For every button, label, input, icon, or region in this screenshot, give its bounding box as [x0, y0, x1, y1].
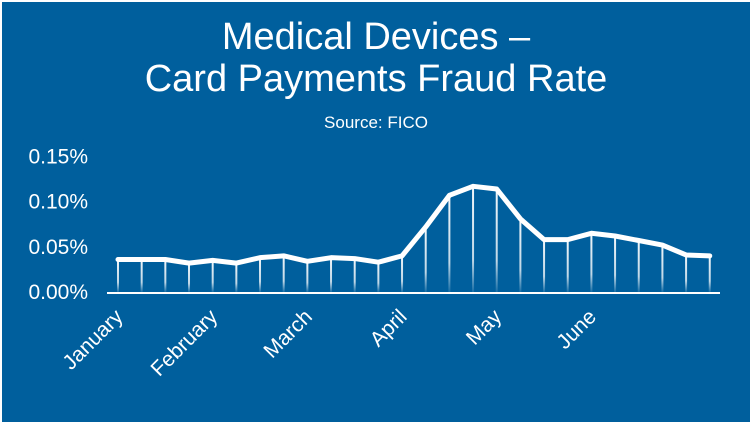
- x-tick-label: February: [147, 305, 223, 381]
- drop-line: [614, 235, 617, 292]
- chart-title-line-1: Medical Devices –: [221, 16, 531, 58]
- x-tick-label: June: [552, 305, 600, 353]
- drop-line: [140, 259, 143, 292]
- drop-line: [519, 218, 522, 292]
- chart-title-line-2: Card Payments Fraud Rate: [144, 58, 608, 100]
- drop-line: [259, 257, 262, 292]
- x-tick-label: January: [58, 305, 127, 374]
- x-tick-label: May: [462, 305, 507, 350]
- drop-line: [661, 245, 664, 292]
- drop-line: [211, 260, 214, 292]
- drop-line: [495, 189, 498, 292]
- drop-line: [164, 259, 167, 292]
- drop-line: [685, 254, 688, 292]
- drop-line: [543, 239, 546, 292]
- drop-line: [566, 239, 569, 292]
- drop-line: [188, 263, 191, 292]
- drop-line: [306, 261, 309, 292]
- drop-line: [448, 195, 451, 292]
- x-tick-label: April: [366, 305, 412, 351]
- y-tick-label: 0.00%: [28, 281, 88, 304]
- drop-line: [282, 255, 285, 292]
- y-tick-label: 0.15%: [28, 146, 88, 169]
- drop-line: [117, 259, 119, 292]
- drop-line: [472, 186, 475, 292]
- drop-line: [424, 226, 427, 292]
- drop-line: [401, 255, 404, 292]
- y-tick-label: 0.05%: [28, 236, 88, 259]
- drop-line: [377, 262, 380, 292]
- x-tick-label: March: [259, 305, 317, 363]
- drop-line: [637, 240, 640, 292]
- y-tick-label: 0.10%: [28, 191, 88, 214]
- drop-line: [590, 233, 593, 292]
- series-line: [115, 183, 713, 266]
- drop-line: [235, 263, 238, 292]
- drop-line: [330, 257, 333, 292]
- chart-subtitle: Source: FICO: [324, 113, 428, 132]
- drop-line: [353, 258, 356, 292]
- drop-line: [708, 255, 711, 292]
